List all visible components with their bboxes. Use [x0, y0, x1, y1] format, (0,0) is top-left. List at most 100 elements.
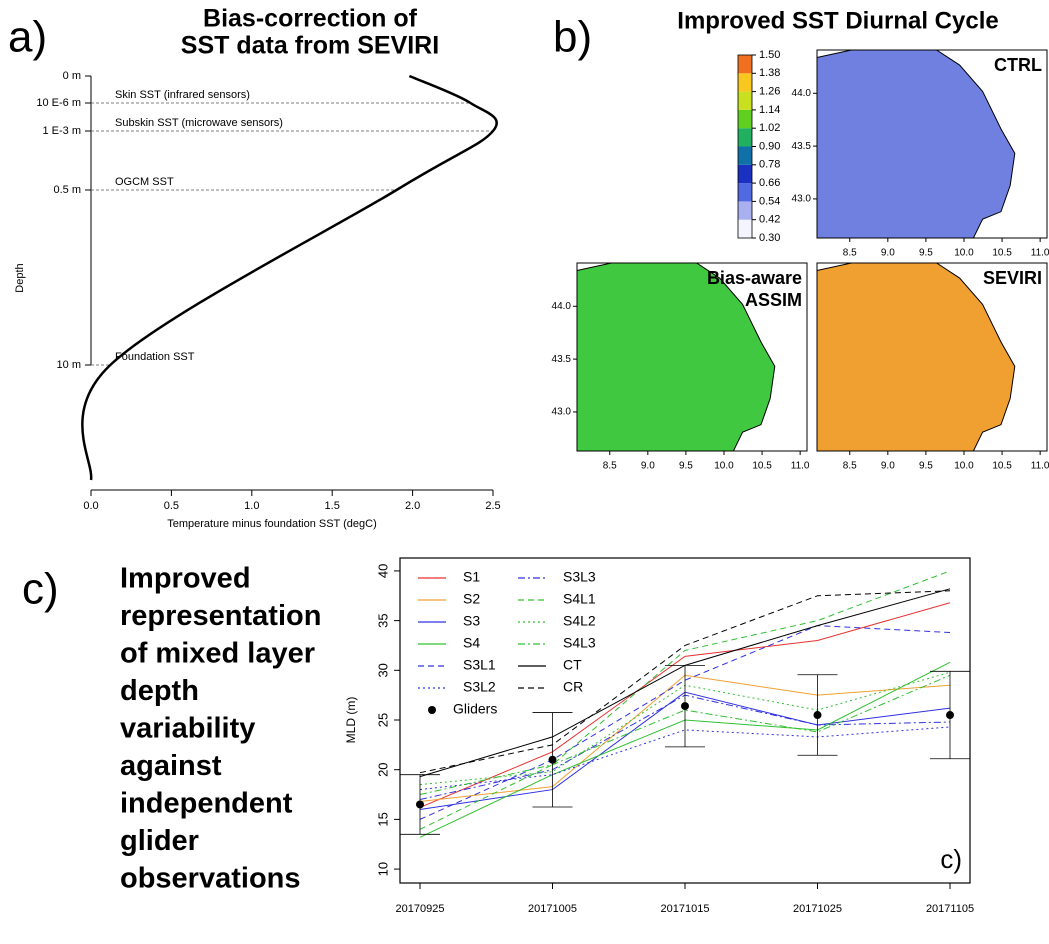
x-tick-label: 10.5	[992, 461, 1012, 472]
series-line	[419, 570, 951, 830]
y-tick-label: 1 E-3 m	[42, 125, 81, 137]
colorbar-segment	[738, 219, 752, 238]
colorbar-segment	[738, 109, 752, 129]
legend-label: S1	[463, 569, 480, 585]
series-line	[419, 674, 951, 796]
glider-point	[416, 800, 424, 809]
colorbar-label: 1.50	[759, 49, 780, 61]
y-tick-label: 10	[375, 862, 390, 876]
profile-curve	[81, 74, 498, 481]
description: Improved	[120, 563, 251, 595]
annotation: Subskin SST (microwave sensors)	[115, 117, 283, 129]
x-axis-label: Temperature minus foundation SST (degC)	[167, 518, 377, 530]
y-tick-label: 40	[375, 564, 390, 578]
description: glider	[120, 825, 199, 857]
panel-label: a)	[8, 13, 47, 62]
x-tick-label: 9.5	[919, 461, 933, 472]
annotation: Foundation SST	[115, 351, 195, 363]
colorbar-segment	[738, 91, 752, 110]
legend-label: CT	[563, 657, 582, 673]
panel-tag: c)	[940, 844, 962, 874]
colorbar-segment	[738, 164, 752, 184]
map-name: ASSIM	[745, 290, 802, 310]
y-tick-label: 43.5	[552, 354, 572, 365]
legend-label: S3L1	[463, 657, 496, 673]
map-frame	[576, 262, 808, 452]
y-tick-label: 43.0	[792, 194, 812, 205]
glider-point	[548, 755, 557, 764]
legend-label: S3L3	[563, 569, 596, 585]
map-name: CTRL	[994, 55, 1042, 75]
x-tick-label: 20171025	[793, 903, 842, 915]
description: variability	[120, 713, 255, 745]
map-name: Bias-aware	[707, 268, 802, 288]
description: depth	[120, 675, 199, 707]
x-tick-label: 9.0	[641, 461, 655, 472]
colorbar-segment	[738, 73, 752, 92]
y-tick-label: 10 m	[57, 359, 81, 371]
x-tick-label: 8.5	[843, 248, 857, 259]
y-tick-label: 10 E-6 m	[36, 97, 81, 109]
colorbar-segment	[738, 55, 752, 74]
x-tick-label: 9.5	[679, 461, 693, 472]
x-tick-label: 2.5	[485, 500, 500, 512]
colorbar-label: 1.02	[759, 122, 780, 134]
chart-title: Bias-correction of	[203, 5, 418, 33]
legend-label: S4L2	[563, 613, 596, 629]
panel-label: c)	[22, 565, 59, 614]
x-tick-label: 20171105	[926, 903, 974, 915]
colorbar-segment	[738, 146, 752, 165]
colorbar-segment	[738, 128, 752, 147]
description: of mixed layer	[120, 638, 315, 670]
x-tick-label: 20170925	[396, 903, 445, 915]
glider-point	[813, 711, 822, 720]
legend-label: S4	[463, 635, 480, 651]
glider-point	[681, 702, 689, 711]
map-frame	[816, 49, 1048, 239]
colorbar-label: 0.90	[759, 140, 780, 152]
legend-swatch	[428, 706, 436, 714]
y-tick-label: 44.0	[552, 301, 572, 312]
x-tick-label: 9.0	[881, 248, 895, 259]
legend-label: Gliders	[453, 701, 497, 717]
y-tick-label: 35	[375, 613, 390, 627]
chart-title: Improved SST Diurnal Cycle	[677, 7, 998, 34]
x-tick-label: 2.0	[405, 500, 420, 512]
x-tick-label: 20171005	[528, 903, 577, 915]
x-tick-label: 10.0	[954, 248, 974, 259]
series-line	[419, 726, 951, 791]
description: against	[120, 750, 222, 782]
legend-label: S3	[463, 613, 480, 629]
y-tick-label: 25	[375, 713, 390, 727]
x-tick-label: 10.0	[954, 461, 974, 472]
colorbar-segment	[738, 201, 752, 220]
y-tick-label: 43.5	[792, 141, 812, 152]
x-tick-label: 10.0	[714, 461, 734, 472]
colorbar-label: 0.42	[759, 214, 780, 226]
annotation: OGCM SST	[115, 176, 174, 188]
colorbar-label: 1.38	[759, 67, 780, 79]
series-line	[419, 602, 951, 808]
colorbar-label: 0.78	[759, 159, 780, 171]
glider-point	[946, 711, 954, 720]
panel-label: b)	[553, 13, 592, 62]
x-tick-label: 0.0	[83, 500, 98, 512]
chart-title: SST data from SEVIRI	[181, 32, 439, 60]
y-tick-label: 15	[375, 812, 390, 826]
description: observations	[120, 863, 301, 895]
y-tick-label: 43.0	[552, 407, 572, 418]
colorbar-label: 0.66	[759, 177, 780, 189]
colorbar-segment	[738, 183, 752, 202]
y-tick-label: 0.5 m	[53, 184, 81, 196]
series-line	[419, 590, 951, 774]
x-tick-label: 9.5	[919, 248, 933, 259]
legend-label: S4L3	[563, 635, 596, 651]
x-tick-label: 8.5	[603, 461, 617, 472]
y-tick-label: 30	[375, 663, 390, 677]
description: representation	[120, 600, 321, 632]
y-tick-label: 0 m	[63, 70, 81, 82]
map-name: SEVIRI	[983, 268, 1042, 288]
legend-label: CR	[563, 679, 583, 695]
colorbar-label: 0.30	[759, 232, 780, 244]
map-frame	[816, 262, 1048, 452]
